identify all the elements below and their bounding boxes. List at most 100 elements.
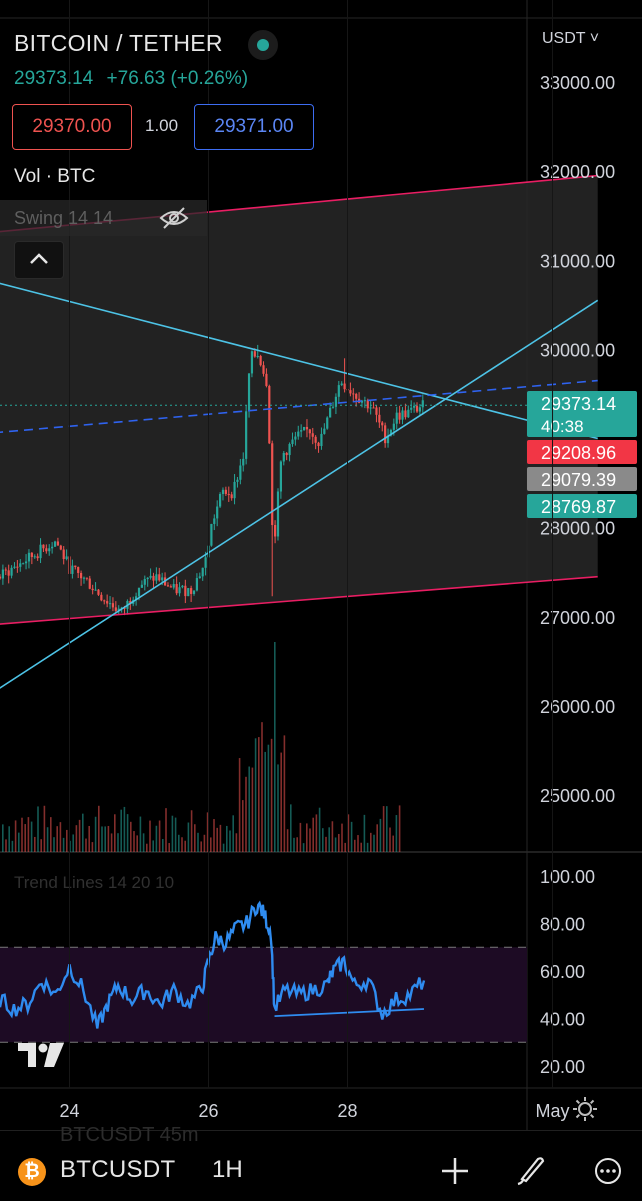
volume-bar: [363, 814, 366, 852]
candle-body: [372, 407, 375, 409]
candle-body: [36, 556, 39, 559]
volume-bar: [98, 805, 100, 852]
more-options-icon[interactable]: [594, 1157, 622, 1185]
candle-body: [143, 579, 146, 585]
candle-body: [16, 566, 19, 568]
volume-bar: [222, 843, 225, 852]
volume-bar: [245, 776, 247, 852]
price-tick-label: 31000.00: [540, 251, 615, 271]
bitcoin-logo-icon: ₿: [18, 1158, 46, 1186]
candle-body: [155, 574, 158, 581]
candle-body: [294, 436, 297, 440]
volume-bar: [136, 835, 138, 852]
volume-bar: [85, 838, 87, 852]
descending-trendline: [0, 282, 598, 440]
volume-bar: [94, 816, 97, 852]
drawing-tools-icon[interactable]: [514, 1153, 548, 1187]
volume-bar: [184, 840, 186, 852]
volume-bar: [315, 814, 318, 852]
volume-bar: [91, 842, 94, 852]
symbol-title[interactable]: BITCOIN / TETHER: [14, 30, 223, 56]
volume-bar: [27, 817, 30, 852]
sell-button[interactable]: 29370.00: [12, 104, 132, 150]
volume-bar: [46, 827, 49, 852]
candle-body: [146, 577, 149, 580]
volume-bar: [382, 806, 385, 852]
volume-bar: [373, 834, 375, 852]
volume-bar: [248, 766, 250, 852]
volume-bar: [78, 819, 81, 852]
currency-selector[interactable]: USDT ˅: [542, 30, 600, 47]
candle-body: [62, 549, 65, 560]
volume-bar: [360, 842, 362, 852]
candle-body: [71, 565, 74, 574]
eye-hidden-icon[interactable]: [158, 205, 190, 231]
volume-bar: [331, 821, 334, 852]
swing-indicator-legend[interactable]: Swing 14 14: [0, 200, 207, 236]
price-tag-low: [527, 494, 637, 518]
candle-body: [421, 400, 424, 408]
volume-bar: [117, 833, 119, 852]
settings-icon[interactable]: [572, 1096, 598, 1122]
volume-bar: [232, 815, 234, 852]
volume-bar: [264, 751, 266, 852]
collapse-legend-button[interactable]: [14, 241, 64, 279]
volume-bar: [66, 829, 68, 852]
price-tag-label: 29079.39: [541, 470, 616, 490]
candle-body: [381, 422, 384, 426]
market-status-icon[interactable]: [248, 30, 278, 60]
volume-bar: [114, 814, 116, 852]
price-tag-bid: [527, 440, 637, 464]
time-tick-label: 28: [337, 1101, 357, 1121]
candle-body: [415, 405, 419, 412]
volume-bar: [158, 820, 161, 852]
candle-body: [195, 578, 199, 591]
candle-body: [349, 390, 352, 394]
candle-body: [82, 577, 86, 579]
volume-bar: [88, 825, 90, 852]
candle-body: [218, 493, 222, 507]
candle-body: [190, 588, 193, 594]
candle-body: [79, 572, 83, 579]
candle-body: [204, 557, 207, 568]
volume-bar: [398, 805, 401, 852]
volume-bar: [325, 836, 327, 852]
volume-bar: [18, 832, 20, 852]
candle-body: [384, 425, 387, 444]
candle-body: [33, 556, 36, 558]
bottom-toolbar: [0, 1130, 642, 1201]
rsi-tick-label: 40.00: [540, 1010, 585, 1030]
candle-body: [343, 383, 346, 390]
volume-bar: [162, 838, 164, 852]
volume-bar: [296, 837, 298, 852]
candle-body: [305, 426, 309, 430]
order-quantity[interactable]: 1.00: [145, 116, 179, 135]
volume-bar: [62, 837, 65, 852]
candle-body: [56, 541, 60, 546]
candle-body: [198, 576, 201, 579]
volume-bar: [149, 820, 151, 852]
symbol-search-button[interactable]: BTCUSDT: [60, 1156, 176, 1183]
candle-body: [410, 407, 413, 410]
candle-body: [320, 433, 323, 447]
candle-body: [314, 436, 317, 443]
rsi-divergence-line: [274, 1008, 424, 1018]
candle-body: [123, 607, 126, 609]
candle-body: [65, 556, 68, 560]
candle-body: [149, 575, 152, 578]
timeframe-button[interactable]: 1H: [212, 1156, 243, 1183]
volume-bar: [251, 767, 254, 852]
volume-legend[interactable]: Vol · BTC: [14, 166, 96, 187]
price-row: 29373.14 +76.63 (+0.26%): [14, 68, 256, 90]
volume-bar: [168, 843, 170, 852]
candle-body: [279, 461, 282, 492]
price-tick-label: 30000.00: [540, 340, 615, 360]
candle-body: [276, 491, 280, 537]
volume-bar: [341, 823, 343, 852]
plus-icon[interactable]: [440, 1156, 470, 1186]
candle-body: [300, 430, 303, 432]
buy-button[interactable]: 29371.00: [194, 104, 314, 150]
volume-bar: [5, 839, 7, 852]
candle-body: [175, 584, 178, 594]
